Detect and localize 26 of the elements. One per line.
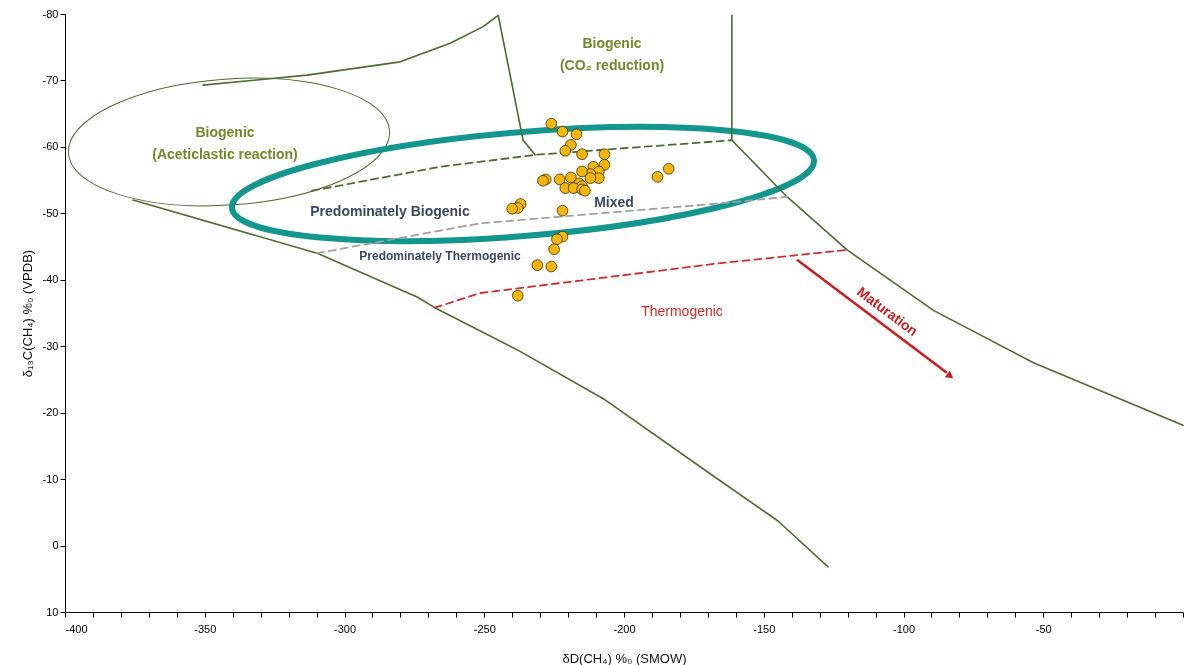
y-tick-label: -40 [42, 273, 59, 286]
annotation: Thermogenic [641, 303, 723, 319]
y-tick-label: -50 [42, 206, 59, 219]
x-tick-label: -100 [892, 622, 916, 635]
x-tick-label: -50 [1035, 622, 1052, 635]
y-axis-title: δ₁₃C(CH₄) %₀ (VPDB) [19, 249, 35, 378]
x-tick-label: -250 [473, 622, 496, 635]
annotation: Biogenic (Aceticlastic reaction) [152, 124, 298, 162]
annotation: Mixed [594, 194, 634, 210]
y-tick-label: -70 [42, 73, 59, 86]
y-tick-label: 10 [46, 605, 59, 618]
x-axis-title: δD(CH₄) %₀ (SMOW) [562, 650, 687, 665]
x-tick-label: -150 [753, 622, 776, 635]
annotation: Biogenic (CO₂ reduction) [559, 35, 665, 73]
y-tick-label: -30 [42, 339, 59, 352]
x-tick-label: -300 [333, 622, 357, 635]
y-tick-label: -80 [42, 7, 59, 20]
y-tick-label: 0 [52, 539, 59, 552]
x-tick-label: -200 [613, 622, 636, 635]
x-tick-label: -350 [194, 622, 217, 635]
x-tick-label: -400 [65, 622, 88, 635]
y-tick-label: -60 [42, 140, 59, 153]
annotation: Predominately Biogenic [310, 203, 470, 219]
y-tick-label: -20 [42, 406, 59, 419]
y-tick-label: -10 [42, 472, 59, 485]
annotation: Predominately Thermogenic [359, 249, 522, 263]
